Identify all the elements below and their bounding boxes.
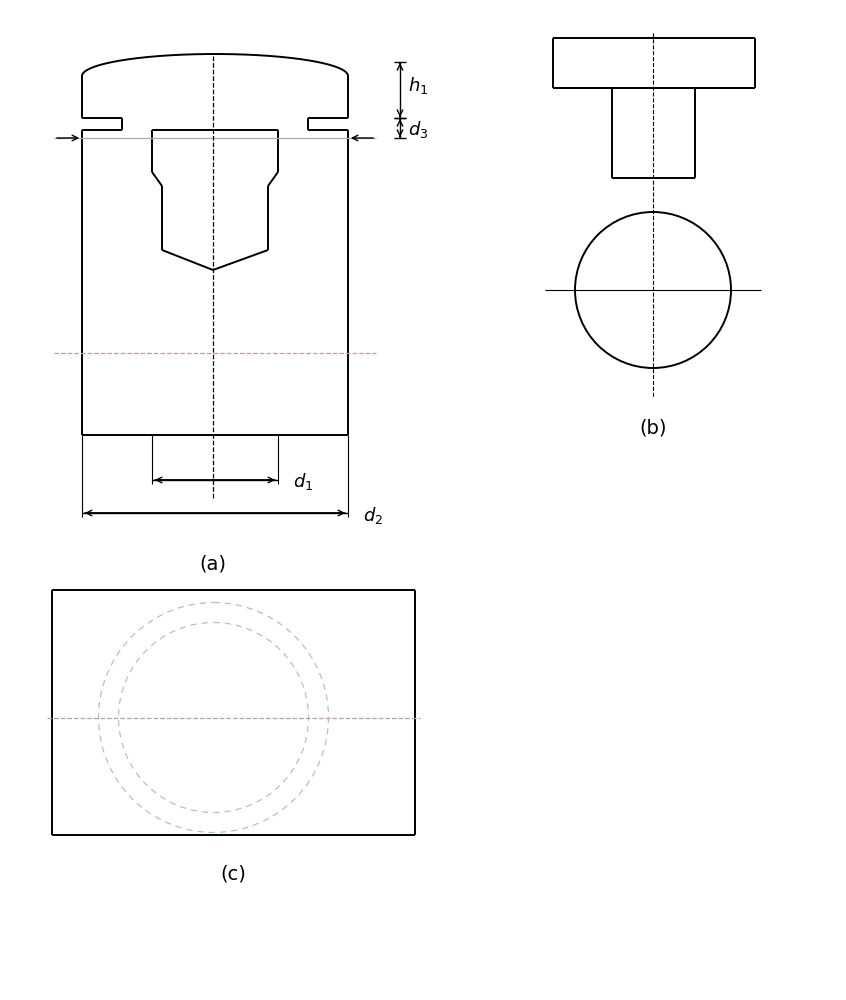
Text: $d_2$: $d_2$ [363,504,383,526]
Text: (a): (a) [200,555,227,574]
Text: $d_3$: $d_3$ [408,119,428,140]
Text: (c): (c) [221,865,246,884]
Text: (b): (b) [640,418,667,437]
Text: $h_1$: $h_1$ [408,76,428,97]
Text: $d_1$: $d_1$ [293,472,313,492]
